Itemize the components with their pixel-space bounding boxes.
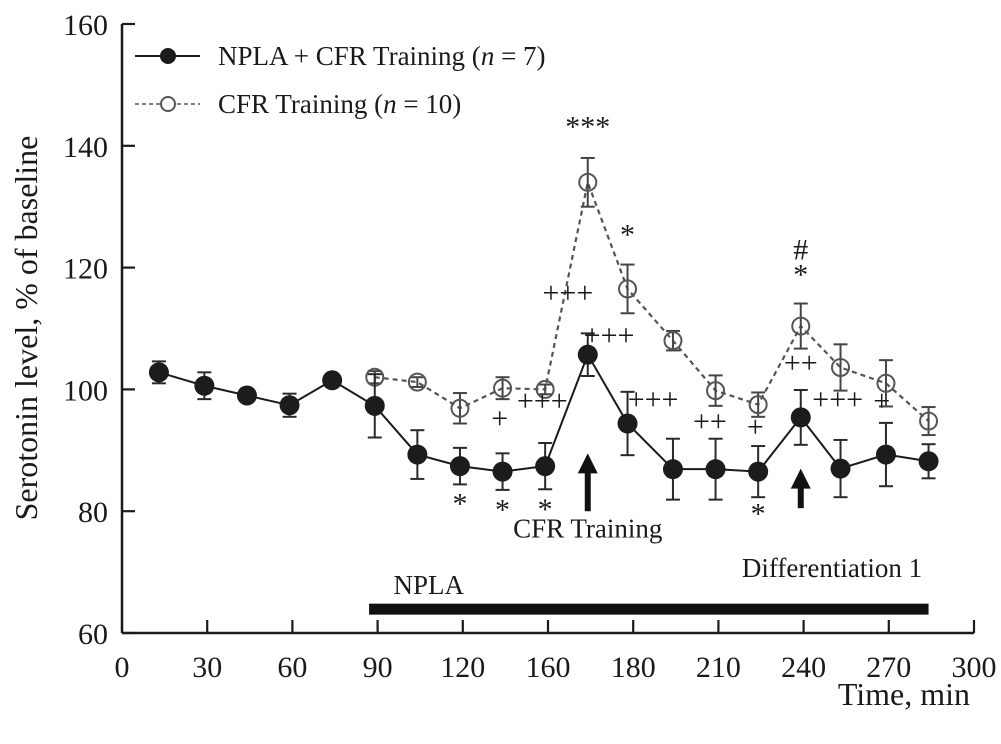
x-tick-label: 240 xyxy=(781,651,826,684)
data-point-filled xyxy=(875,444,896,465)
significance-mark: +++ xyxy=(542,276,593,309)
x-tick-label: 60 xyxy=(277,651,307,684)
significance-mark: * xyxy=(751,497,766,530)
legend-n: n xyxy=(383,89,397,119)
series-cfr xyxy=(365,156,939,437)
data-point-open xyxy=(876,373,896,393)
npla-treatment-bar xyxy=(369,603,929,615)
data-point-open xyxy=(535,379,555,399)
significance-mark: * xyxy=(452,488,467,521)
significance-mark: +++ xyxy=(584,319,635,352)
data-point-open xyxy=(493,378,513,398)
significance-mark: * xyxy=(793,259,808,292)
x-tick-label: 160 xyxy=(526,651,571,684)
significance-mark: +++ xyxy=(812,383,863,416)
significance-mark: + xyxy=(873,385,890,418)
data-point-filled xyxy=(830,458,851,479)
data-point-filled xyxy=(364,395,385,416)
significance-mark: + xyxy=(491,402,508,435)
differentiation-label: Differentiation 1 xyxy=(742,553,922,583)
legend-label-cfr: CFR Training (n = 10) xyxy=(218,89,461,119)
data-point-filled xyxy=(148,362,169,383)
significance-mark: ++ xyxy=(693,405,727,438)
x-tick-label: 180 xyxy=(611,651,656,684)
series-layer xyxy=(148,156,939,501)
y-tick-label: 80 xyxy=(78,496,108,529)
data-point-filled xyxy=(449,456,470,477)
data-point-filled xyxy=(492,461,513,482)
data-point-filled xyxy=(705,459,726,480)
data-point-filled xyxy=(236,385,257,406)
data-point-open xyxy=(450,398,470,418)
data-point-open xyxy=(618,279,638,299)
x-tick-label: 270 xyxy=(866,651,911,684)
data-point-filled xyxy=(407,444,428,465)
data-point-filled xyxy=(748,461,769,482)
cfr-training-label: CFR Training xyxy=(513,513,662,543)
annotation-arrow-head xyxy=(577,453,598,474)
x-tick-label: 300 xyxy=(952,651,997,684)
x-tick-label: 120 xyxy=(440,651,485,684)
legend-item-cfr: CFR Training (n = 10) xyxy=(135,89,461,119)
legend-prefix: CFR Training ( xyxy=(218,89,383,119)
legend-marker-open xyxy=(160,96,176,112)
legend-label-npla-cfr: NPLA + CFR Training (n = 7) xyxy=(218,41,546,71)
legend: NPLA + CFR Training (n = 7) CFR Training… xyxy=(135,41,546,119)
data-point-filled xyxy=(535,456,556,477)
data-point-open xyxy=(578,172,598,192)
y-tick-label: 100 xyxy=(63,374,108,407)
data-point-filled xyxy=(279,395,300,416)
data-point-filled xyxy=(918,451,939,472)
legend-suffix: = 7) xyxy=(494,41,545,71)
y-axis-title: Serotonin level, % of baseline xyxy=(8,136,44,521)
significance-mark: * xyxy=(620,218,635,251)
data-point-open xyxy=(791,316,811,336)
x-ticks: 0 30 60 90 120 160 180 210 240 270 300 xyxy=(115,620,997,684)
legend-marker-filled xyxy=(160,48,176,64)
y-ticks: 60 80 100 120 140 160 xyxy=(63,9,135,651)
axes: 60 80 100 120 140 160 0 30 60 90 120 160 180 210 240 2… xyxy=(63,9,997,684)
x-tick-label: 210 xyxy=(696,651,741,684)
significance-mark: *** xyxy=(565,111,610,144)
data-point-open xyxy=(663,331,683,351)
npla-label: NPLA xyxy=(393,570,464,600)
series-npla-cfr xyxy=(148,332,939,501)
x-axis-title: Time, min xyxy=(838,676,970,712)
legend-n: n xyxy=(481,41,495,71)
significance-mark: # xyxy=(793,234,808,267)
annotation-arrow-head xyxy=(790,468,811,489)
legend-prefix: NPLA + CFR Training ( xyxy=(218,41,481,71)
significance-mark: +++ xyxy=(628,383,679,416)
legend-suffix: = 10) xyxy=(397,89,462,119)
y-tick-label: 60 xyxy=(78,618,108,651)
significance-mark: * xyxy=(538,493,553,526)
x-tick-label: 0 xyxy=(115,651,130,684)
significance-marks: **** #*++++++++++ +++++ ++++++ +* * * * xyxy=(452,111,890,531)
data-point-open xyxy=(919,411,939,431)
legend-item-npla-cfr: NPLA + CFR Training (n = 7) xyxy=(135,41,546,71)
data-point-open xyxy=(407,372,427,392)
data-point-filled xyxy=(617,413,638,434)
data-point-open xyxy=(706,381,726,401)
significance-mark: +++ xyxy=(517,385,568,418)
y-tick-label: 140 xyxy=(63,131,108,164)
y-tick-label: 160 xyxy=(63,9,108,42)
data-point-filled xyxy=(194,375,215,396)
significance-mark: ++ xyxy=(784,346,818,379)
annotations: CFR Training Differentiation 1 xyxy=(513,453,922,583)
data-point-filled xyxy=(790,407,811,428)
data-point-open xyxy=(748,395,768,415)
treatment-bar-group: NPLA xyxy=(369,570,929,615)
x-tick-label: 30 xyxy=(192,651,222,684)
data-point-open xyxy=(831,357,851,377)
significance-mark: * xyxy=(495,494,510,527)
significance-mark: + xyxy=(747,410,764,443)
data-point-filled xyxy=(662,459,683,480)
data-point-filled xyxy=(322,370,343,391)
x-tick-label: 90 xyxy=(363,651,393,684)
y-tick-label: 120 xyxy=(63,253,108,286)
data-point-filled xyxy=(577,344,598,365)
